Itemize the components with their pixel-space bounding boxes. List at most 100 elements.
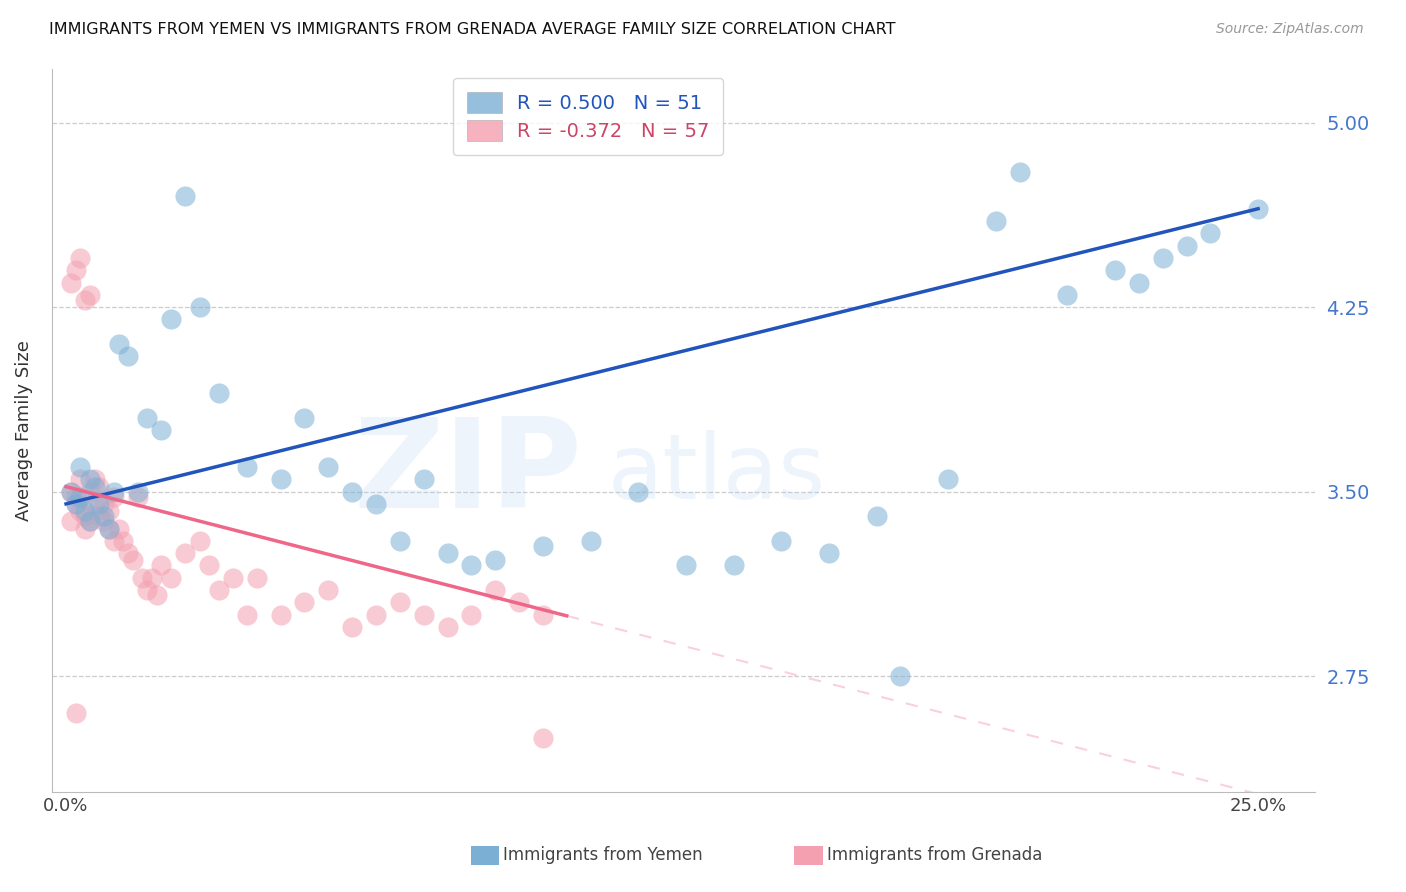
Text: Immigrants from Yemen: Immigrants from Yemen	[503, 847, 703, 864]
Point	[246, 571, 269, 585]
Point	[770, 533, 793, 548]
Point	[59, 484, 82, 499]
Point	[59, 484, 82, 499]
Point	[579, 533, 602, 548]
Point	[117, 349, 139, 363]
Point	[984, 214, 1007, 228]
Point	[59, 514, 82, 528]
Point	[412, 607, 434, 622]
Point	[107, 521, 129, 535]
Point	[83, 472, 105, 486]
Point	[316, 460, 339, 475]
Point	[79, 484, 101, 499]
Point	[1175, 238, 1198, 252]
Point	[531, 539, 554, 553]
Point	[79, 288, 101, 302]
Point	[65, 263, 87, 277]
Point	[1152, 251, 1174, 265]
Point	[675, 558, 697, 573]
Point	[69, 490, 91, 504]
Point	[484, 553, 506, 567]
Point	[69, 460, 91, 475]
Point	[136, 582, 159, 597]
Y-axis label: Average Family Size: Average Family Size	[15, 340, 32, 521]
Point	[627, 484, 650, 499]
Point	[270, 472, 292, 486]
Point	[98, 521, 121, 535]
Point	[208, 386, 231, 401]
Point	[364, 607, 387, 622]
Point	[145, 588, 167, 602]
Point	[103, 533, 125, 548]
Point	[1199, 227, 1222, 241]
Point	[79, 514, 101, 528]
Point	[75, 521, 97, 535]
Legend: R = 0.500   N = 51, R = -0.372   N = 57: R = 0.500 N = 51, R = -0.372 N = 57	[453, 78, 723, 154]
Point	[818, 546, 841, 560]
Point	[89, 509, 111, 524]
Point	[69, 472, 91, 486]
Point	[93, 509, 115, 524]
Point	[69, 504, 91, 518]
Point	[316, 582, 339, 597]
Point	[59, 276, 82, 290]
Text: IMMIGRANTS FROM YEMEN VS IMMIGRANTS FROM GRENADA AVERAGE FAMILY SIZE CORRELATION: IMMIGRANTS FROM YEMEN VS IMMIGRANTS FROM…	[49, 22, 896, 37]
Point	[460, 607, 482, 622]
Point	[174, 189, 197, 203]
Point	[388, 533, 411, 548]
Point	[174, 546, 197, 560]
Point	[723, 558, 745, 573]
Point	[89, 497, 111, 511]
Point	[889, 669, 911, 683]
Point	[1104, 263, 1126, 277]
Point	[103, 490, 125, 504]
Point	[436, 620, 458, 634]
Point	[865, 509, 887, 524]
Point	[79, 514, 101, 528]
Point	[222, 571, 245, 585]
Point	[83, 497, 105, 511]
Point	[93, 514, 115, 528]
Point	[531, 607, 554, 622]
Point	[294, 410, 316, 425]
Point	[1128, 276, 1150, 290]
Point	[150, 558, 173, 573]
Text: Source: ZipAtlas.com: Source: ZipAtlas.com	[1216, 22, 1364, 37]
Point	[436, 546, 458, 560]
Point	[160, 312, 183, 326]
Point	[412, 472, 434, 486]
Point	[340, 484, 363, 499]
Point	[198, 558, 221, 573]
Point	[936, 472, 959, 486]
Point	[127, 484, 149, 499]
Point	[188, 533, 211, 548]
Point	[65, 497, 87, 511]
Point	[65, 497, 87, 511]
Point	[188, 300, 211, 314]
Point	[75, 293, 97, 307]
Point	[141, 571, 163, 585]
Point	[236, 607, 259, 622]
Point	[75, 504, 97, 518]
Point	[484, 582, 506, 597]
Text: atlas: atlas	[607, 430, 825, 517]
Point	[69, 251, 91, 265]
Point	[1247, 202, 1270, 216]
Point	[65, 706, 87, 720]
Point	[531, 731, 554, 745]
Point	[236, 460, 259, 475]
Point	[1008, 165, 1031, 179]
Point	[75, 509, 97, 524]
Text: Immigrants from Grenada: Immigrants from Grenada	[827, 847, 1042, 864]
Point	[93, 497, 115, 511]
Point	[112, 533, 135, 548]
Point	[107, 337, 129, 351]
Point	[208, 582, 231, 597]
Point	[508, 595, 530, 609]
Point	[89, 480, 111, 494]
Point	[83, 480, 105, 494]
Point	[127, 490, 149, 504]
Point	[98, 504, 121, 518]
Point	[340, 620, 363, 634]
Text: ZIP: ZIP	[354, 413, 582, 534]
